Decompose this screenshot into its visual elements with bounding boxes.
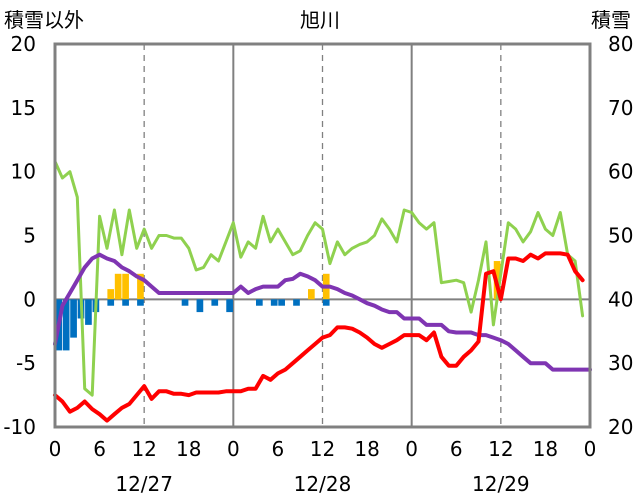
negative-bar — [137, 299, 144, 306]
left-axis-label: 積雪以外 — [4, 8, 84, 32]
positive-bar — [114, 273, 122, 300]
left-tick-label: -10 — [3, 415, 36, 439]
positive-bar — [122, 273, 129, 300]
x-tick-label: 12 — [131, 437, 156, 461]
right-tick-label: 30 — [608, 351, 633, 375]
plot-frame — [53, 42, 592, 429]
right-tick-label: 60 — [608, 160, 633, 184]
x-tick-label: 0 — [227, 437, 240, 461]
chart-title: 旭川 — [300, 8, 340, 32]
series-line-2 — [53, 251, 585, 423]
left-tick-label: 20 — [11, 32, 36, 56]
left-tick-label: 10 — [11, 160, 36, 184]
positive-bar — [308, 289, 315, 300]
x-tick-label: 6 — [450, 437, 463, 461]
positive-bar — [137, 273, 144, 300]
left-tick-label: 5 — [23, 224, 36, 248]
series-lines — [53, 160, 592, 423]
date-labels: 12/27 12/28 12/29 — [115, 472, 529, 496]
x-tick-label: 18 — [533, 437, 558, 461]
negative-bar — [85, 299, 92, 325]
negative-bar — [107, 299, 115, 306]
left-axis-ticks: 20 15 10 5 0 -5 -10 — [3, 32, 36, 439]
right-axis-label: 積雪 — [591, 8, 631, 32]
x-tick-label: 18 — [354, 437, 379, 461]
negative-bar — [196, 299, 204, 313]
x-axis-ticks: 0 6 12 18 0 6 12 18 0 6 12 18 0 — [49, 437, 597, 461]
right-tick-label: 20 — [608, 415, 633, 439]
left-tick-label: 0 — [23, 287, 36, 311]
x-tick-label: 0 — [584, 437, 597, 461]
negative-bar — [122, 299, 129, 306]
x-tick-label: 18 — [176, 437, 201, 461]
negative-bar — [293, 299, 300, 306]
x-tick-label: 6 — [272, 437, 285, 461]
date-label: 12/27 — [115, 472, 173, 496]
negative-bar — [62, 299, 70, 351]
date-label: 12/28 — [294, 472, 352, 496]
negative-bar — [322, 299, 330, 306]
x-tick-label: 0 — [49, 437, 62, 461]
negative-bar — [226, 299, 233, 313]
negative-bar — [70, 299, 77, 338]
negative-bar — [211, 299, 219, 306]
right-axis-ticks: 80 70 60 50 40 30 20 — [608, 32, 633, 439]
x-tick-label: 6 — [93, 437, 106, 461]
series-line-1 — [53, 252, 592, 372]
right-tick-label: 50 — [608, 224, 633, 248]
negative-bar — [278, 299, 285, 306]
x-tick-label: 0 — [405, 437, 418, 461]
right-tick-label: 70 — [608, 96, 633, 120]
negative-bar — [270, 299, 278, 306]
negative-bar — [255, 299, 263, 306]
left-tick-label: -5 — [16, 351, 36, 375]
negative-bar — [181, 299, 189, 306]
positive-bar — [107, 289, 115, 300]
x-tick-label: 12 — [488, 437, 513, 461]
date-label: 12/29 — [472, 472, 530, 496]
left-tick-label: 15 — [11, 96, 36, 120]
x-tick-label: 12 — [310, 437, 335, 461]
right-tick-label: 40 — [608, 287, 633, 311]
series-line-0 — [53, 160, 585, 397]
right-tick-label: 80 — [608, 32, 633, 56]
